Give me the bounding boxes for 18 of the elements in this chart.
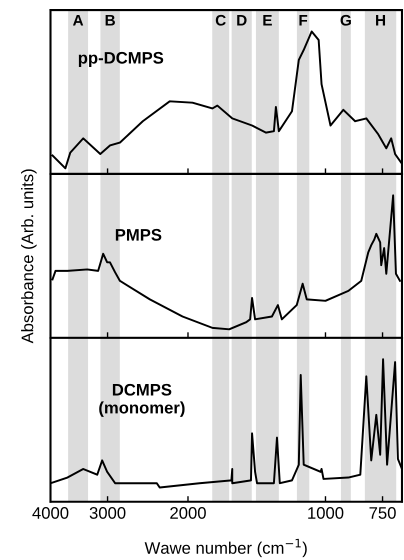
band-label: A bbox=[72, 14, 84, 26]
x-axis-title: Wawe number (cm$^{−1}$) bbox=[144, 538, 307, 558]
band-label: D bbox=[237, 14, 247, 26]
text: DCMPS (monomer) bbox=[99, 384, 185, 417]
band-label: H bbox=[376, 14, 386, 26]
x-tick-label: 4000 bbox=[32, 507, 68, 519]
x-tick-label: 750 bbox=[369, 507, 396, 519]
y-axis-title: Absorbance (Arb. units) bbox=[21, 169, 37, 344]
band-label: C bbox=[216, 14, 226, 26]
band-label: E bbox=[263, 14, 272, 26]
text: pp-DCMPS bbox=[78, 52, 164, 68]
band-label: F bbox=[299, 14, 308, 26]
series-label: PMPS bbox=[116, 228, 162, 241]
x-tick-label: 1000 bbox=[308, 507, 344, 519]
band-label: B bbox=[106, 14, 115, 26]
band-label: G bbox=[340, 14, 351, 26]
x-tick-label: 3000 bbox=[90, 507, 126, 519]
x-tick-label: 2000 bbox=[170, 507, 206, 519]
